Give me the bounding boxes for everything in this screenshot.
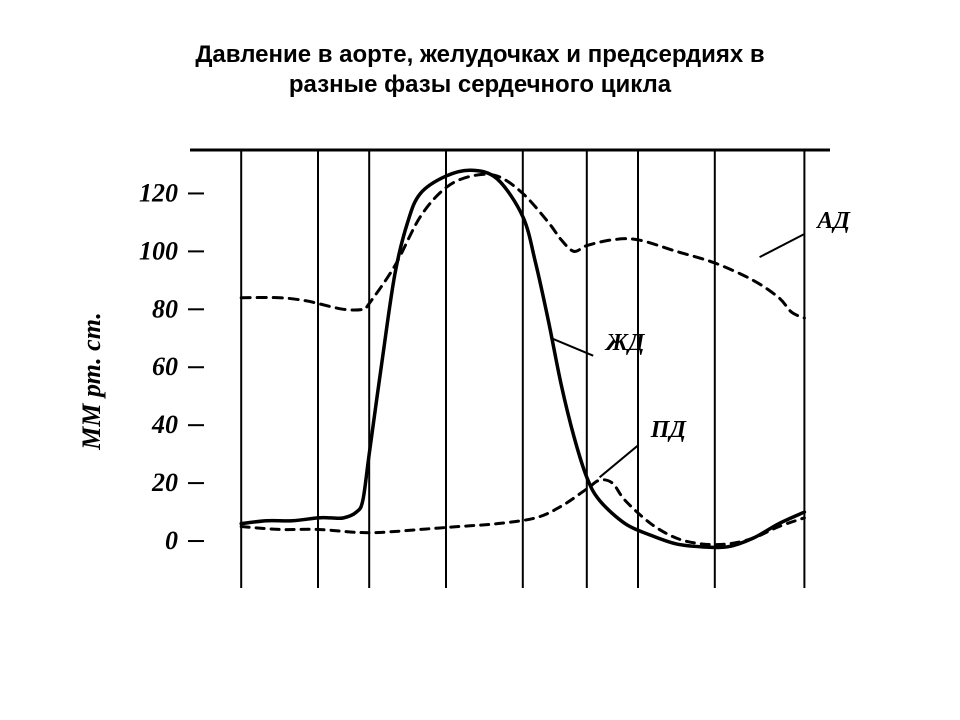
title-line-2: разные фазы сердечного цикла bbox=[289, 71, 671, 98]
ytick-label: 120 bbox=[139, 178, 178, 207]
series-label-AD: АД bbox=[815, 208, 851, 234]
ytick-label: 0 bbox=[165, 526, 178, 555]
ytick-label: 40 bbox=[151, 410, 178, 439]
leader-PD bbox=[600, 445, 638, 477]
ytick-label: 60 bbox=[152, 352, 178, 381]
ytick-label: 80 bbox=[152, 294, 178, 323]
series-label-ZhD: ЖД bbox=[604, 330, 646, 356]
chart-title: Давление в аорте, желудочках и предсерди… bbox=[0, 40, 960, 100]
series-label-PD: ПД bbox=[650, 417, 688, 443]
pressure-chart: 0 20 40 60 80 100 120 ММ рт. ст. АД ПД ЖД bbox=[0, 0, 960, 720]
ytick-label: 100 bbox=[139, 236, 178, 265]
title-line-1: Давление в аорте, желудочках и предсерди… bbox=[195, 41, 764, 68]
y-axis-label: ММ рт. ст. bbox=[77, 312, 106, 451]
leader-AD bbox=[760, 234, 805, 257]
ytick-label: 20 bbox=[151, 468, 178, 497]
